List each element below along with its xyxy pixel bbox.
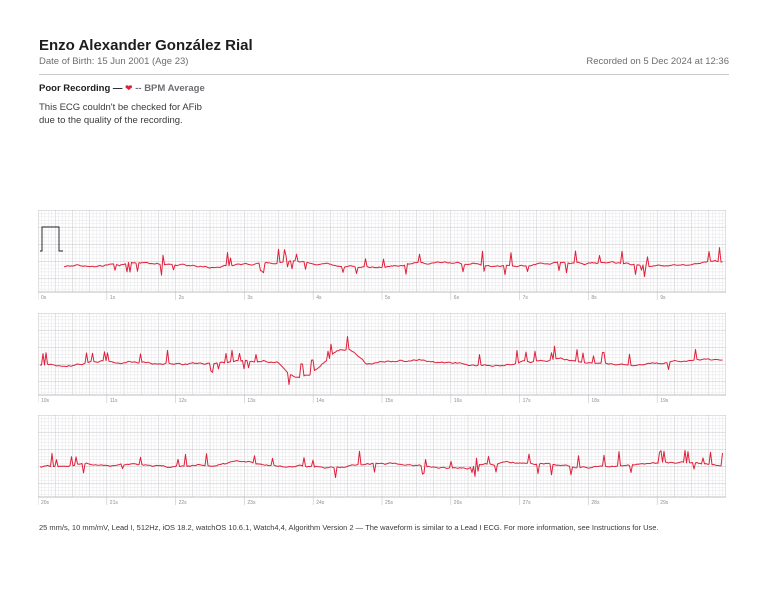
ecg-classification: Poor Recording — ❤ -- BPM Average — [39, 83, 205, 94]
ecg-waveform — [63, 247, 723, 278]
time-label: 24s — [316, 500, 325, 506]
calibration-pulse — [40, 226, 63, 252]
header-divider — [39, 74, 729, 75]
time-label: 2s — [179, 295, 185, 301]
time-label: 13s — [247, 398, 256, 404]
time-label: 26s — [454, 500, 463, 506]
ecg-strip-1: 0s 1s 2s 3s 4s 5s 6s 7s 8s 9s — [38, 210, 726, 302]
time-label: 14s — [316, 398, 325, 404]
time-label: 9s — [660, 295, 666, 301]
recorded-date: Recorded on 5 Dec 2024 at 12:36 — [586, 56, 729, 67]
ecg-strip-3: 20s 21s 22s 23s 24s 25s 26s 27s 28s 29s — [38, 415, 726, 507]
ecg-description: This ECG couldn't be checked for AFib du… — [39, 102, 202, 126]
ecg-strip-3-svg: 20s 21s 22s 23s 24s 25s 26s 27s 28s 29s — [38, 415, 726, 506]
time-label: 12s — [179, 398, 188, 404]
time-label: 4s — [316, 295, 322, 301]
time-label: 7s — [523, 295, 529, 301]
time-label: 6s — [454, 295, 460, 301]
classification-label: Poor Recording — — [39, 83, 123, 94]
time-label: 18s — [591, 398, 600, 404]
ecg-strip-1-svg: 0s 1s 2s 3s 4s 5s 6s 7s 8s 9s — [38, 210, 726, 301]
ecg-waveform — [40, 336, 723, 385]
time-label: 16s — [454, 398, 463, 404]
time-label: 25s — [385, 500, 394, 506]
time-label: 8s — [591, 295, 597, 301]
time-label: 17s — [523, 398, 532, 404]
recording-details: 25 mm/s, 10 mm/mV, Lead I, 512Hz, iOS 18… — [39, 523, 659, 532]
time-label: 29s — [660, 500, 669, 506]
time-label: 10s — [41, 398, 50, 404]
ecg-strip-2-svg: 10s 11s 12s 13s 14s 15s 16s 17s 18s 19s — [38, 313, 726, 404]
time-label: 22s — [179, 500, 188, 506]
time-label: 27s — [523, 500, 532, 506]
time-label: 11s — [110, 398, 118, 404]
time-label: 19s — [660, 398, 669, 404]
time-label: 3s — [247, 295, 253, 301]
heart-icon: ❤ — [125, 83, 133, 93]
ecg-strip-2: 10s 11s 12s 13s 14s 15s 16s 17s 18s 19s — [38, 313, 726, 405]
time-label: 28s — [591, 500, 600, 506]
time-label: 5s — [385, 295, 391, 301]
time-label: 0s — [41, 295, 47, 301]
time-label: 21s — [110, 500, 119, 506]
time-label: 23s — [247, 500, 256, 506]
time-label: 20s — [41, 500, 50, 506]
date-of-birth: Date of Birth: 15 Jun 2001 (Age 23) — [39, 56, 189, 67]
time-label: 1s — [110, 295, 116, 301]
ecg-waveform — [39, 449, 723, 479]
patient-name: Enzo Alexander González Rial — [39, 37, 253, 54]
time-label: 15s — [385, 398, 394, 404]
bpm-average: -- BPM Average — [135, 83, 205, 94]
